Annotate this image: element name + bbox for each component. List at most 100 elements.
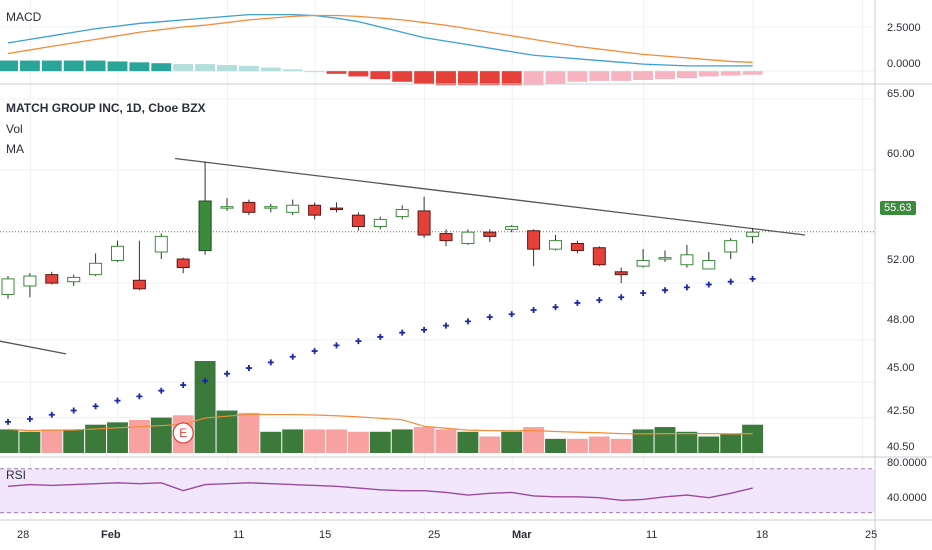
psar-point <box>333 342 340 349</box>
rsi-tick-80: 80.0000 <box>887 457 927 469</box>
psar-point <box>245 365 252 372</box>
volume-bar <box>479 436 501 453</box>
candle-body <box>527 230 541 250</box>
candle-body <box>702 259 716 270</box>
psar-point <box>70 407 77 414</box>
volume-bar <box>610 438 632 453</box>
candle-body <box>111 245 124 261</box>
candle-body <box>592 247 606 266</box>
candle-body <box>461 231 475 244</box>
volume-bar <box>676 431 698 453</box>
macd-histogram-bar <box>63 60 84 72</box>
rsi-band <box>0 468 875 513</box>
macd-histogram-bar <box>282 69 303 72</box>
macd-tick-2-5: 2.5000 <box>887 22 921 34</box>
macd-histogram-bar <box>151 63 172 72</box>
price-title: MATCH GROUP INC, 1D, Cboe BZX <box>6 101 206 115</box>
psar-point <box>464 318 471 325</box>
x-tick-28: 28 <box>17 529 30 541</box>
macd-histogram-bar <box>392 71 413 82</box>
psar-point <box>5 418 11 425</box>
candle-body <box>132 279 146 290</box>
price-tick-60: 60.00 <box>887 148 915 160</box>
candle-body <box>89 262 103 276</box>
psar-point <box>224 370 230 377</box>
volume-ma-line <box>7 413 753 435</box>
volume-bar <box>0 429 19 453</box>
candle-body <box>242 201 256 213</box>
macd-histogram-bar <box>479 71 500 86</box>
volume-bar <box>304 429 326 453</box>
macd-histogram-bar <box>414 71 435 84</box>
psar-point <box>399 329 406 336</box>
macd-histogram-bar <box>611 71 632 81</box>
price-tick-42-5: 42.50 <box>887 405 915 417</box>
macd-histogram-bar <box>720 71 741 76</box>
macd-histogram-bar <box>326 71 347 74</box>
candle-body <box>220 206 234 209</box>
candle-body <box>286 204 300 213</box>
macd-histogram-bar <box>195 64 216 72</box>
volume-bar <box>369 431 391 453</box>
volume-bar <box>128 419 150 453</box>
psar-point <box>574 299 581 306</box>
candle-body <box>395 209 409 218</box>
candle-body <box>636 259 650 267</box>
candle-body-earnings <box>198 200 212 252</box>
macd-histogram-bar <box>238 65 259 72</box>
macd-histogram-bar <box>589 71 610 81</box>
candle-body <box>505 225 519 230</box>
rsi-label: RSI <box>6 468 27 482</box>
psar-point <box>552 304 559 311</box>
candle-body <box>483 231 497 237</box>
macd-histogram-bar <box>304 71 325 73</box>
candle-body <box>45 274 59 284</box>
macd-histogram-bar <box>457 71 478 86</box>
psar-point <box>26 416 33 423</box>
candle-body <box>308 204 322 216</box>
volume-bar <box>545 438 566 453</box>
volume-bar <box>742 424 764 453</box>
candle-body <box>680 254 694 266</box>
x-tick-25-mar: 25 <box>865 529 878 541</box>
volume-bar <box>107 422 128 453</box>
volume-bar <box>698 436 720 453</box>
x-tick-mar: Mar <box>512 529 532 541</box>
x-tick-25: 25 <box>428 529 441 541</box>
volume-bar <box>654 427 676 453</box>
psar-point <box>158 387 165 394</box>
volume-bar <box>457 431 479 453</box>
psar-point <box>530 307 537 314</box>
rsi-tick-40: 40.0000 <box>887 492 927 504</box>
price-panel: E <box>0 157 875 453</box>
volume-bar <box>435 429 457 453</box>
psar-point <box>202 377 209 384</box>
candle-body <box>23 275 37 287</box>
candle-body <box>570 242 584 252</box>
volume-bar <box>260 431 282 453</box>
macd-histogram-bar <box>19 60 40 72</box>
price-tick-52: 52.00 <box>887 254 915 266</box>
macd-histogram-bar <box>129 62 150 72</box>
earnings-marker <box>172 422 194 444</box>
psar-point <box>683 284 690 291</box>
psar-point <box>267 359 274 366</box>
x-tick-15: 15 <box>319 529 332 541</box>
candle-body <box>658 257 672 260</box>
psar-point <box>662 287 668 294</box>
rsi-panel <box>0 468 875 514</box>
macd-histogram-bar <box>217 64 237 72</box>
candle-body <box>417 210 431 236</box>
price-tick-40-5: 40.50 <box>887 441 915 453</box>
volume-bar <box>19 431 41 453</box>
psar-point <box>640 290 647 297</box>
volume-bar <box>523 427 545 453</box>
psar-point <box>749 275 756 282</box>
x-tick-11: 11 <box>233 529 245 541</box>
volume-bar <box>391 429 413 453</box>
price-tick-45: 45.00 <box>887 362 915 374</box>
volume-bar <box>216 410 238 453</box>
volume-bar <box>41 429 63 453</box>
volume-bar <box>326 429 347 453</box>
